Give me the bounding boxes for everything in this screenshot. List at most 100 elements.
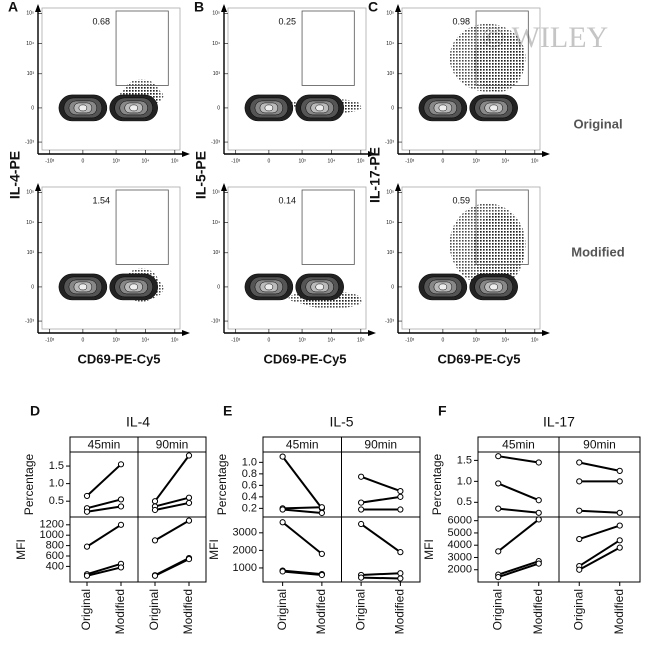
contour (438, 283, 448, 291)
x-tick-label: 10⁴ (142, 337, 150, 343)
y-tick-label: 4000 (448, 539, 472, 551)
panel-letter: B (194, 0, 204, 15)
point (151, 498, 159, 505)
y-axis-label: IL-4-PE (7, 151, 23, 199)
y-arrow (395, 183, 401, 191)
point (397, 493, 404, 500)
point (535, 516, 542, 523)
x-tick-label: Modified (612, 589, 626, 634)
donor-line (497, 518, 540, 553)
donor-line (497, 482, 540, 502)
point (318, 550, 325, 557)
donor-line (281, 455, 323, 509)
point (318, 509, 325, 517)
x-tick-label: Original (147, 589, 161, 630)
row-label: MFI (422, 539, 436, 560)
plot-frame (41, 7, 181, 151)
gate-percentage: 0.14 (279, 195, 297, 205)
y-tick-label: 0.6 (242, 479, 257, 491)
donor-line (360, 495, 401, 504)
facet-panel (558, 516, 641, 583)
contour (78, 104, 88, 112)
x-tick-label: -10³ (231, 158, 240, 164)
point (185, 517, 193, 524)
x-tick-label: 10⁵ (171, 158, 179, 164)
x-tick-label: 10³ (472, 158, 480, 164)
x-tick-label: 10⁴ (502, 337, 510, 343)
contour (489, 104, 498, 112)
x-tick-label: 0 (441, 158, 444, 164)
point (397, 549, 404, 556)
point (495, 453, 502, 460)
point (117, 496, 125, 503)
y-tick-label: 10⁵ (26, 190, 34, 196)
facet-panel (262, 451, 342, 518)
y-tick-label: 5000 (448, 527, 472, 539)
y-tick-label: 10³ (213, 71, 221, 77)
point (576, 566, 583, 573)
point (117, 503, 125, 510)
point (279, 519, 286, 526)
x-tick-label: 10⁵ (171, 337, 179, 343)
gate (301, 10, 355, 86)
point (83, 572, 91, 579)
gate-percentage: 0.59 (453, 195, 471, 205)
x-tick-label: -10³ (405, 158, 414, 164)
donor-line (361, 576, 401, 580)
y-tick-label: 0 (217, 105, 220, 111)
point (117, 461, 125, 468)
gate (475, 10, 529, 86)
point (535, 497, 542, 504)
facet-label: 45min (502, 438, 535, 452)
donor-line (361, 572, 401, 576)
row-label: Original (573, 116, 622, 131)
x-axis-label: CD69-PE-Cy5 (437, 351, 520, 366)
y-tick-label: 400 (46, 560, 64, 572)
facet-panel (137, 516, 207, 583)
plot-frame (401, 7, 541, 151)
y-tick-label: 800 (46, 540, 64, 552)
y-tick-label: 6000 (448, 515, 472, 527)
y-tick-label: -10³ (211, 318, 220, 324)
point (397, 570, 404, 577)
x-tick-label: Modified (393, 589, 407, 634)
y-tick-label: 10³ (213, 250, 221, 256)
point (495, 505, 502, 512)
chart-title: IL-17 (543, 414, 575, 430)
point (616, 522, 623, 529)
donor-line (86, 463, 122, 497)
donor-line (154, 558, 190, 577)
x-tick-label: 10⁵ (357, 158, 365, 164)
panel-letter: C (368, 0, 378, 15)
y-tick-label: 10⁵ (386, 11, 394, 17)
x-tick-label: 10⁵ (357, 337, 365, 343)
x-axis-label: CD69-PE-Cy5 (77, 351, 160, 366)
gate (301, 189, 355, 265)
point (576, 459, 583, 466)
x-arrow (542, 330, 550, 336)
y-tick-label: 3000 (233, 527, 257, 539)
donor-line (154, 454, 190, 502)
point (279, 453, 286, 460)
event-cloud (472, 31, 525, 92)
contour (129, 283, 138, 291)
donor-line (86, 505, 122, 513)
x-tick-label: 10⁵ (531, 158, 539, 164)
x-tick-label: Original (353, 589, 367, 630)
point (83, 508, 91, 515)
facet-panel (477, 516, 560, 583)
point (185, 499, 193, 507)
y-tick-label: 10³ (387, 71, 395, 77)
x-tick-label: 0 (267, 337, 270, 343)
donor-line (360, 523, 401, 553)
y-tick-label: 1.5 (49, 460, 64, 472)
donor-line (360, 475, 401, 493)
facet-panel (558, 451, 641, 518)
y-tick-label: 10⁵ (26, 11, 34, 17)
point (185, 452, 193, 459)
point (185, 556, 193, 563)
y-tick-label: 1.0 (242, 456, 257, 468)
x-tick-label: -10³ (45, 158, 54, 164)
chart-title: IL-4 (126, 414, 150, 430)
y-axis-label: IL-17-PE (367, 147, 383, 203)
